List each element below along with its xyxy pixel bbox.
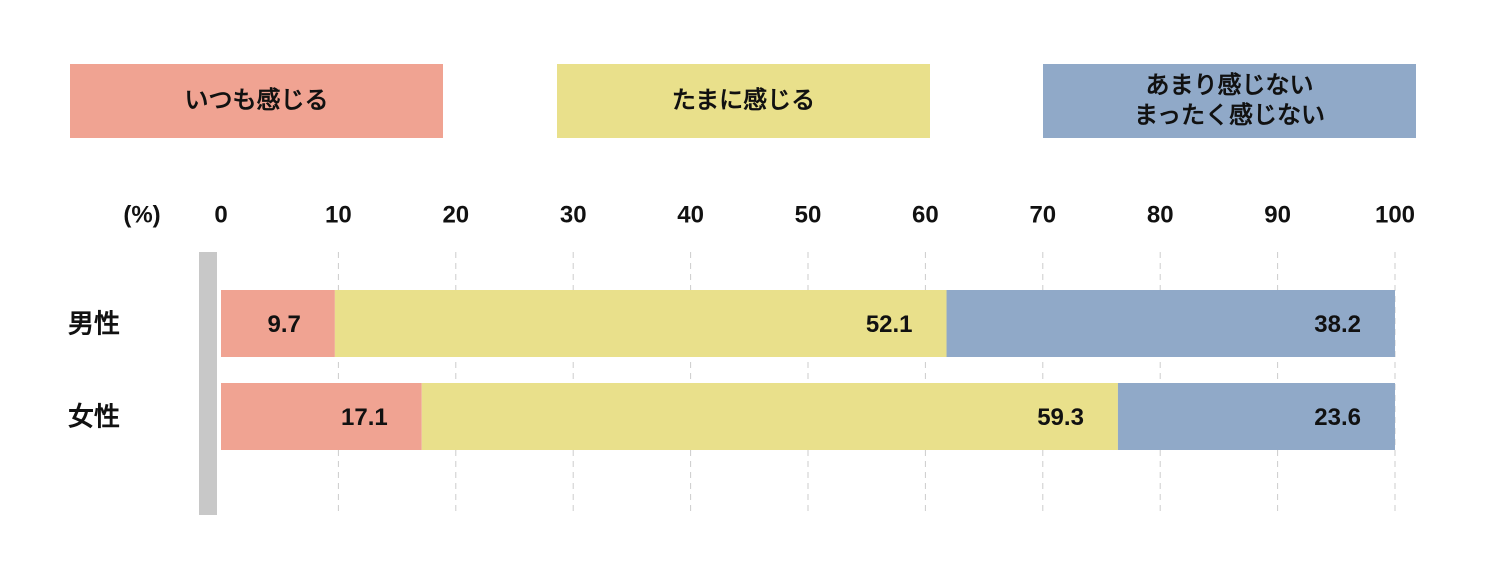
legend-item: たまに感じる <box>557 64 930 138</box>
value-label: 17.1 <box>341 404 388 431</box>
x-tick-label: 0 <box>214 201 227 228</box>
x-tick-label: 70 <box>1029 201 1056 228</box>
category-label: 男性 <box>68 308 120 338</box>
x-tick-label: 20 <box>442 201 469 228</box>
x-tick-label: 40 <box>677 201 704 228</box>
x-tick-label: 60 <box>912 201 939 228</box>
bar-segment <box>1117 383 1395 450</box>
x-tick-label: 80 <box>1147 201 1174 228</box>
axis-base <box>199 252 217 515</box>
value-label: 38.2 <box>1314 311 1361 338</box>
x-tick-label: 30 <box>560 201 587 228</box>
bar-segment <box>334 290 947 357</box>
x-tick-label: 90 <box>1264 201 1291 228</box>
x-axis-label: (%) <box>123 201 160 228</box>
x-tick-label: 50 <box>795 201 822 228</box>
bar-segment <box>221 383 422 450</box>
bar-segment <box>221 290 335 357</box>
value-label: 52.1 <box>866 311 913 338</box>
category-label: 女性 <box>68 401 120 431</box>
x-tick-label: 10 <box>325 201 352 228</box>
legend-item: いつも感じる <box>70 64 443 138</box>
bar-segment <box>421 383 1118 450</box>
x-tick-label: 100 <box>1375 201 1415 228</box>
legend-item: あまり感じない まったく感じない <box>1043 64 1416 138</box>
value-label: 9.7 <box>268 311 301 338</box>
value-label: 23.6 <box>1314 404 1361 431</box>
value-label: 59.3 <box>1037 404 1084 431</box>
bar-segment <box>946 290 1395 357</box>
